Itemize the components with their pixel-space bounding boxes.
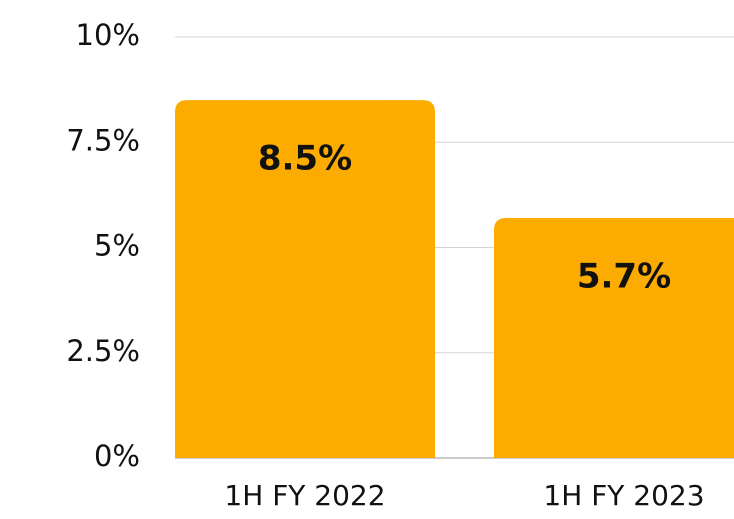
- y-tick-label: 5%: [94, 229, 140, 263]
- value-label: 8.5%: [258, 139, 352, 179]
- x-tick-label: 1H FY 2023: [543, 479, 704, 512]
- x-tick-label: 1H FY 2022: [224, 479, 385, 512]
- y-tick-label: 7.5%: [66, 123, 140, 157]
- bar: [494, 218, 734, 458]
- y-tick-label: 0%: [94, 439, 140, 473]
- y-tick-label: 10%: [76, 18, 140, 52]
- y-tick-label: 2.5%: [66, 334, 140, 368]
- bar: [175, 100, 435, 459]
- value-label: 5.7%: [577, 257, 671, 297]
